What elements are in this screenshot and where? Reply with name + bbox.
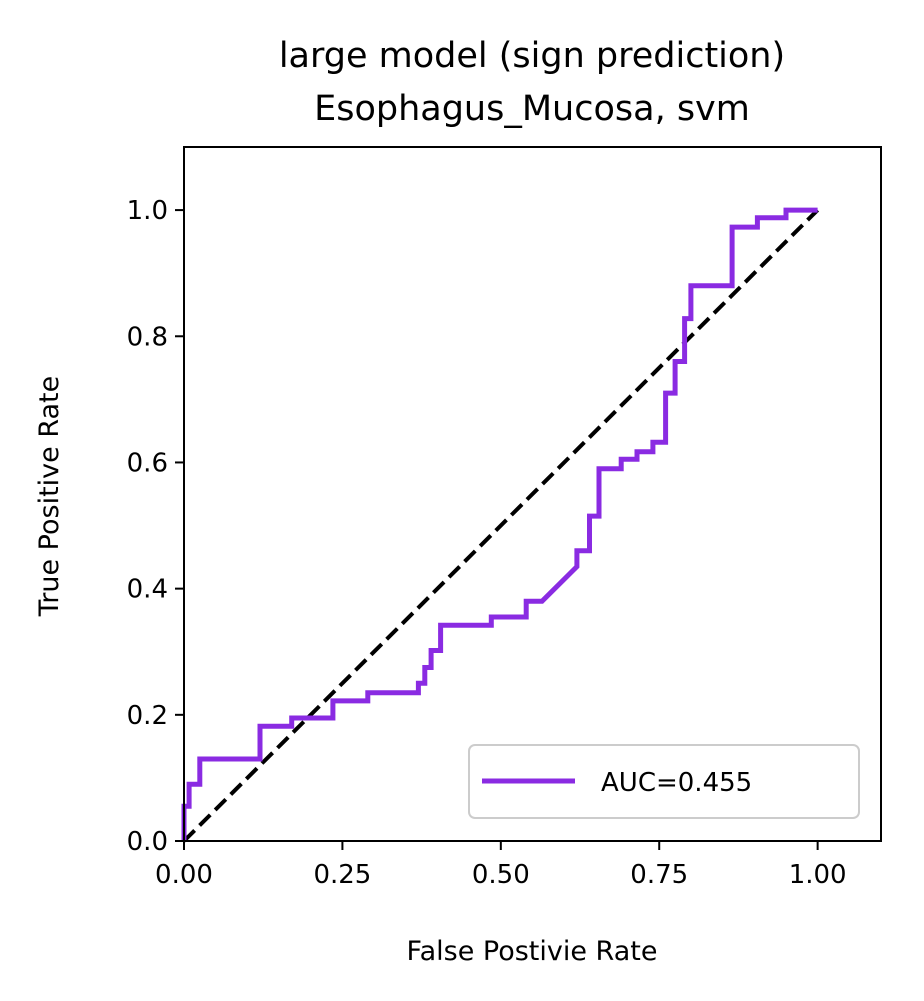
y-tick-label: 0.4 [127, 575, 168, 605]
plot-area [181, 146, 882, 843]
y-tick-label: 0.2 [127, 701, 168, 731]
plot-frame [183, 146, 882, 842]
legend-label: AUC=0.455 [601, 768, 752, 798]
legend: AUC=0.455 [468, 744, 860, 819]
chance-diagonal-line [182, 208, 820, 843]
x-tick-label: 0.50 [472, 860, 530, 890]
axis-ticks: 0.00 0.25 0.50 0.75 1.00 0.0 0.2 0.4 0.6 0.8 1.0 [127, 196, 847, 890]
y-axis-label: True Positive Rate [34, 376, 65, 618]
y-tick-label: 1.0 [127, 196, 168, 226]
y-tick-label: 0.6 [127, 448, 168, 478]
x-tick-label: 0.75 [630, 860, 688, 890]
x-tick-label: 1.00 [789, 860, 847, 890]
y-tick-label: 0.0 [127, 827, 168, 857]
x-tick-label: 0.25 [313, 860, 371, 890]
x-axis-label: False Postivie Rate [407, 936, 658, 967]
chart-title: large model (sign prediction) [279, 36, 785, 76]
legend-frame [468, 744, 860, 819]
chart-subtitle: Esophagus_Mucosa, svm [314, 89, 750, 129]
y-tick-label: 0.8 [127, 322, 168, 352]
roc-curve-line [181, 207, 818, 841]
x-tick-label: 0.00 [155, 860, 213, 890]
